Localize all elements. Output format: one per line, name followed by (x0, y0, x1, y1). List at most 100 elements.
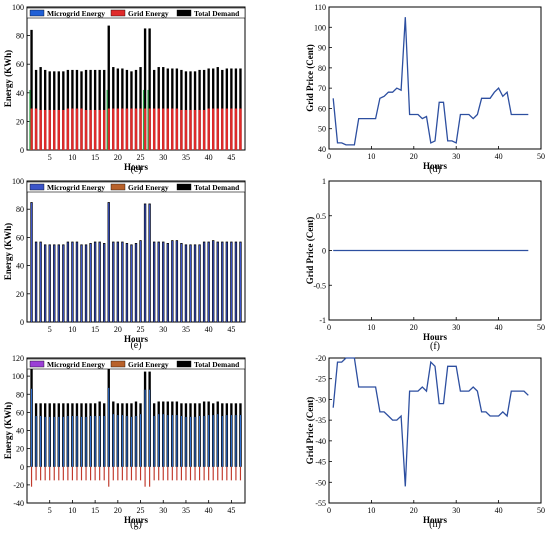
bar-microgrid-energy (226, 242, 228, 322)
bar-grid-energy (180, 466, 182, 481)
bar-grid-energy (235, 466, 237, 481)
y-tick-label: -25 (315, 375, 326, 384)
bar-microgrid-energy (99, 416, 101, 467)
bar-microgrid-energy (29, 89, 31, 150)
bar-grid-energy (202, 109, 206, 150)
bar-grid-energy (176, 466, 178, 481)
legend-box (26, 358, 246, 370)
bar-microgrid-energy (208, 415, 210, 467)
x-tick-label: 5 (48, 325, 52, 334)
bar-microgrid-energy (153, 242, 155, 322)
legend-entry: Grid Energy (128, 183, 169, 192)
bar-grid-energy (221, 466, 223, 481)
y-tick-label: 20 (16, 445, 24, 454)
bar-grid-energy (49, 466, 51, 481)
bar-grid-energy (48, 109, 51, 150)
legend-box (26, 7, 246, 19)
panel-c: Microgrid Energy Grid Energy Total Demand (26, 6, 246, 151)
bar-grid-energy (90, 466, 92, 481)
y-tick-label: -20 (315, 354, 326, 363)
bar-microgrid-energy (58, 245, 60, 322)
bar-microgrid-energy (203, 416, 205, 467)
x-tick-label: 30 (159, 506, 167, 515)
bar-grid-energy (125, 108, 129, 150)
plot-frame (328, 357, 542, 504)
bar-grid-energy (108, 466, 110, 487)
bar-microgrid-energy (199, 416, 201, 467)
y-tick-label: 60 (16, 408, 24, 417)
plot-frame (328, 6, 542, 150)
bar-microgrid-energy (162, 414, 164, 467)
bar-grid-energy (184, 109, 188, 150)
x-tick-label: 25 (137, 153, 145, 162)
bar-grid-energy (80, 466, 83, 481)
bar-microgrid-energy (112, 242, 114, 322)
y-tick-label: 60 (318, 104, 326, 113)
bar-grid-energy (93, 109, 97, 150)
x-tick-label: 10 (68, 153, 76, 162)
x-tick-label: 40 (495, 323, 503, 332)
legend-swatch (29, 9, 45, 17)
bar-microgrid-energy (103, 243, 105, 322)
bar-grid-energy (153, 466, 155, 481)
bar-microgrid-energy (149, 204, 151, 322)
bar-grid-energy (221, 108, 224, 150)
bar-microgrid-energy (139, 241, 142, 322)
legend-entry: Grid Energy (128, 9, 169, 18)
bar-microgrid-energy (76, 416, 78, 467)
x-tick-label: 30 (452, 323, 460, 332)
bar-grid-energy (58, 466, 60, 481)
bar-grid-energy (85, 466, 87, 481)
y-tick-label: 40 (16, 427, 24, 436)
y-tick-label: 60 (16, 233, 24, 242)
bar-microgrid-energy (239, 242, 242, 322)
bar-microgrid-energy (62, 416, 64, 467)
bar-microgrid-energy (167, 243, 169, 322)
bar-microgrid-energy (194, 416, 196, 467)
bar-microgrid-energy (167, 415, 169, 467)
bar-grid-energy (103, 466, 105, 481)
x-tick-label: 0 (327, 152, 331, 161)
bar-grid-energy (230, 108, 233, 150)
bar-microgrid-energy (208, 242, 210, 322)
bar-microgrid-energy (112, 414, 114, 467)
y-tick-label: -30 (315, 395, 326, 404)
bar-microgrid-energy (130, 416, 133, 467)
bar-microgrid-energy (189, 245, 192, 322)
bar-grid-energy (43, 109, 47, 150)
bar-microgrid-energy (103, 416, 105, 467)
x-tick-label: 10 (367, 323, 375, 332)
bar-microgrid-energy (44, 416, 46, 467)
x-tick-label: 30 (159, 325, 167, 334)
x-tick-label: 40 (205, 325, 213, 334)
legend-entry: Microgrid Energy (47, 183, 105, 192)
x-tick-label: 30 (452, 152, 460, 161)
legend-swatch (176, 360, 192, 368)
bar-grid-energy (75, 108, 79, 150)
legend-entry: Microgrid Energy (47, 360, 105, 369)
bar-grid-energy (89, 109, 92, 150)
legend-swatch (176, 9, 192, 17)
y-axis-label: Energy (KWh) (3, 402, 13, 459)
bar-grid-energy (208, 466, 210, 481)
y-tick-label: 90 (318, 44, 326, 53)
x-tick-label: 30 (159, 153, 167, 162)
bar-grid-energy (234, 108, 238, 150)
y-tick-label: -50 (315, 478, 326, 487)
bar-microgrid-energy (117, 415, 119, 467)
bar-grid-energy (185, 466, 187, 481)
bar-grid-energy (180, 109, 183, 150)
bar-microgrid-energy (62, 245, 64, 322)
bar-grid-energy (189, 466, 192, 481)
bar-microgrid-energy (71, 416, 73, 467)
y-tick-label: -40 (315, 437, 326, 446)
bar-grid-energy (148, 108, 151, 150)
bar-microgrid-energy (217, 414, 219, 467)
legend-swatch (110, 9, 126, 17)
bar-microgrid-energy (35, 416, 37, 467)
bar-grid-energy (212, 108, 215, 150)
bar-grid-energy (149, 466, 151, 487)
panel-label: (d) (429, 164, 441, 175)
bar-microgrid-energy (99, 242, 101, 322)
bar-grid-energy (239, 466, 242, 481)
